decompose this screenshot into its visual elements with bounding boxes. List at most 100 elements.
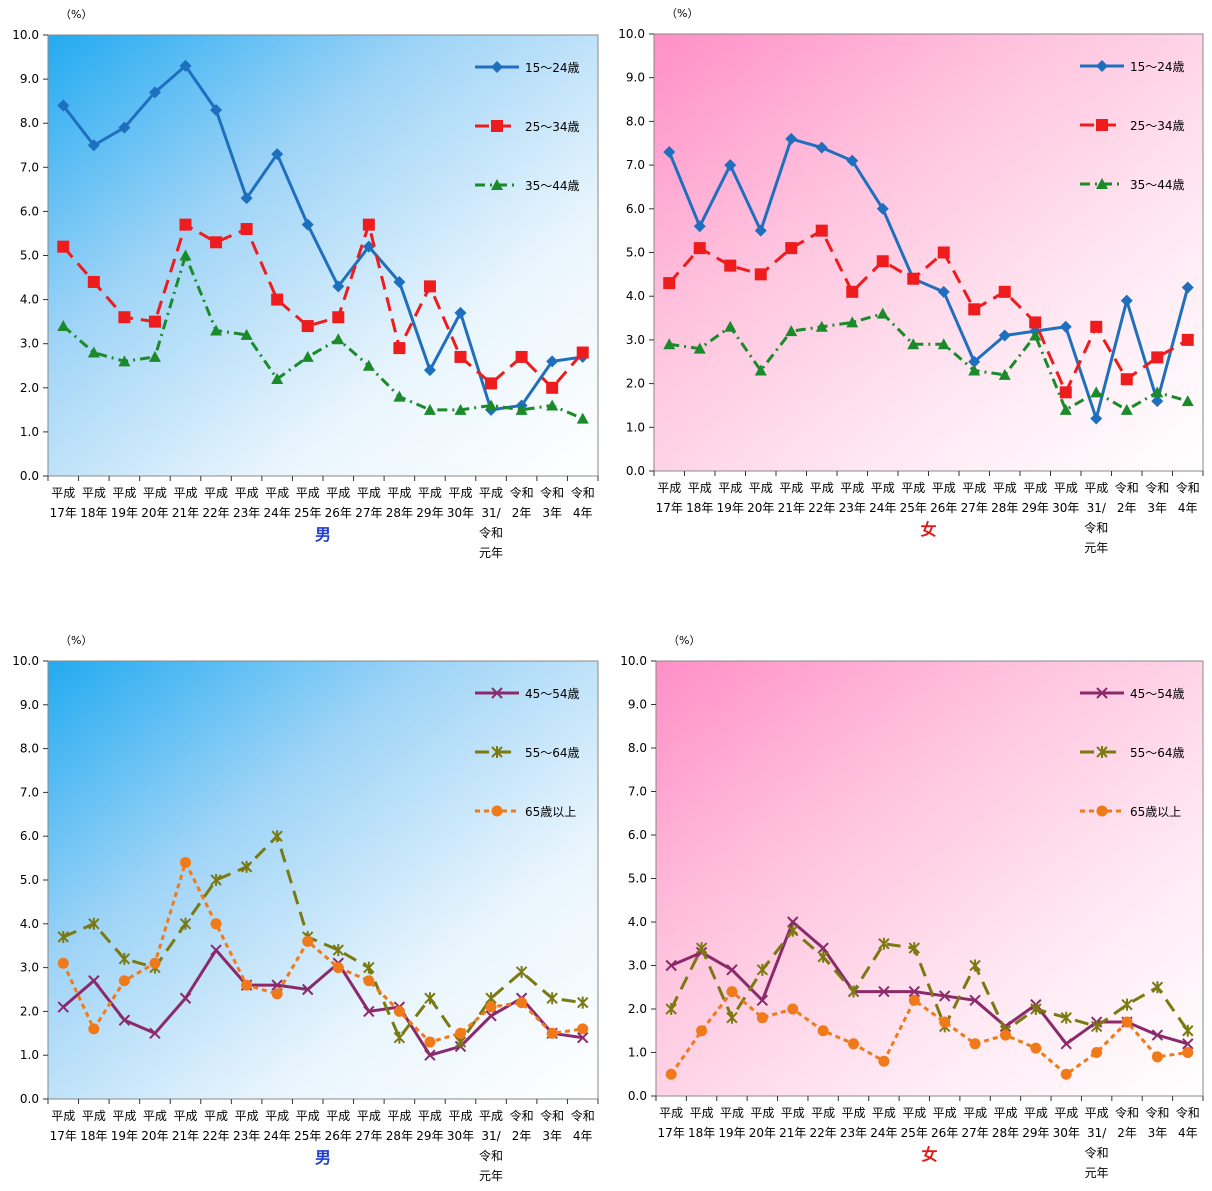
x-tick-label: 4年 bbox=[573, 1129, 593, 1143]
marker-1-1 bbox=[693, 242, 706, 255]
marker-0-2 bbox=[118, 121, 131, 134]
y-tick-label: 9.0 bbox=[20, 698, 39, 712]
marker-2-13 bbox=[454, 403, 467, 415]
x-tick-label: 2年 bbox=[1117, 1126, 1137, 1140]
y-tick-label: 5.0 bbox=[628, 872, 647, 886]
marker-2-legend bbox=[491, 179, 503, 190]
x-tick-label: 19年 bbox=[111, 506, 138, 520]
x-tick-label: 31/ bbox=[481, 506, 501, 520]
y-tick-label: 6.0 bbox=[20, 829, 39, 843]
x-tick-label: 平成 bbox=[993, 1106, 1017, 1120]
legend-entry: 25～34歳 bbox=[1080, 119, 1185, 133]
marker-0-legend bbox=[1096, 60, 1108, 72]
marker-2-5 bbox=[210, 324, 223, 336]
series-line bbox=[62, 948, 583, 1057]
marker-0-16 bbox=[1151, 395, 1164, 408]
y-tick-label: 7.0 bbox=[628, 785, 647, 799]
x-tick-label: 令和 bbox=[1145, 480, 1169, 495]
marker-2-10 bbox=[968, 364, 981, 376]
legend-label: 35～44歳 bbox=[1130, 178, 1185, 192]
legend-entry: 55～64歳 bbox=[1080, 746, 1185, 760]
chart-title: 男 bbox=[315, 1148, 331, 1167]
x-tick-label: 20年 bbox=[749, 1126, 776, 1140]
marker-2-17 bbox=[1181, 395, 1194, 407]
x-tick-label: 22年 bbox=[202, 1129, 229, 1143]
marker-0-4 bbox=[787, 916, 799, 928]
marker-1-17 bbox=[576, 346, 589, 359]
x-tick-label: 27年 bbox=[961, 1126, 988, 1140]
marker-1-8 bbox=[907, 272, 920, 285]
marker-1-15 bbox=[515, 965, 528, 978]
marker-0-legend bbox=[1096, 687, 1108, 699]
marker-1-7 bbox=[271, 293, 284, 306]
marker-0-3 bbox=[754, 224, 767, 237]
y-tick-label: 3.0 bbox=[626, 333, 645, 347]
marker-2-16 bbox=[546, 1027, 558, 1039]
marker-2-9 bbox=[939, 1016, 951, 1028]
marker-2-14 bbox=[1090, 386, 1103, 398]
x-tick-label: 平成 bbox=[418, 1109, 442, 1123]
marker-0-6 bbox=[240, 192, 253, 205]
marker-2-0 bbox=[57, 957, 69, 969]
marker-1-13 bbox=[1060, 1011, 1072, 1024]
marker-0-12 bbox=[424, 1049, 436, 1061]
chart-female-older: 0.0 1.0 2.0 3.0 4.0 5.0 6.0 7.0 8.0 9.0 10.0 （%） 平成 1… bbox=[606, 600, 1212, 1187]
legend-label: 25～34歳 bbox=[1130, 119, 1185, 133]
marker-1-2 bbox=[726, 1011, 738, 1024]
x-tick-label: 平成 bbox=[963, 1106, 987, 1120]
y-tick-label: 10.0 bbox=[618, 27, 645, 41]
x-tick-label: 平成 bbox=[448, 1109, 472, 1123]
marker-2-6 bbox=[240, 328, 253, 340]
x-tick-label: 31/ bbox=[1087, 501, 1107, 515]
chart-svg: 0.0 1.0 2.0 3.0 4.0 5.0 6.0 7.0 8.0 9.0 10.0 （%） 平成 1… bbox=[620, 634, 1204, 1180]
x-tick-label: 29年 bbox=[416, 506, 443, 520]
marker-1-4 bbox=[179, 917, 192, 930]
x-tick-label: 平成 bbox=[479, 486, 503, 500]
marker-2-17 bbox=[576, 412, 589, 424]
marker-2-5 bbox=[210, 918, 222, 930]
marker-1-14 bbox=[1090, 320, 1103, 333]
marker-2-10 bbox=[363, 975, 375, 987]
marker-1-1 bbox=[87, 275, 100, 288]
marker-2-11 bbox=[999, 1029, 1011, 1041]
x-tick-label: 平成 bbox=[718, 481, 742, 495]
marker-0-14 bbox=[1090, 412, 1103, 425]
series-line bbox=[669, 929, 1190, 1033]
marker-1-9 bbox=[332, 311, 345, 324]
marker-1-16 bbox=[546, 992, 558, 1005]
marker-1-12 bbox=[424, 992, 436, 1005]
y-tick-label: 7.0 bbox=[626, 158, 645, 172]
marker-1-15 bbox=[1121, 998, 1133, 1011]
chart-title: 女 bbox=[920, 520, 936, 539]
x-tick-label: 平成 bbox=[1054, 481, 1078, 495]
marker-1-8 bbox=[908, 942, 921, 955]
y-tick-label: 4.0 bbox=[628, 915, 647, 929]
x-tick-label: 18年 bbox=[80, 1129, 107, 1143]
x-tick-label: 令和 bbox=[571, 1108, 595, 1123]
x-tick-label: 29年 bbox=[1022, 501, 1049, 515]
x-tick-label: 平成 bbox=[82, 1109, 106, 1123]
y-tick-label: 8.0 bbox=[628, 741, 647, 755]
x-tick-label: 17年 bbox=[656, 501, 683, 515]
marker-1-12 bbox=[1029, 316, 1042, 329]
x-tick-label: 平成 bbox=[781, 1106, 805, 1120]
x-tick-label: 27年 bbox=[355, 506, 382, 520]
marker-0-5 bbox=[210, 944, 222, 956]
x-tick-label: 平成 bbox=[357, 1109, 381, 1123]
x-tick-label: 平成 bbox=[779, 481, 803, 495]
marker-1-2 bbox=[118, 952, 131, 965]
x-tick-label: 平成 bbox=[1054, 1106, 1078, 1120]
marker-1-6 bbox=[846, 285, 859, 298]
series-0 bbox=[663, 132, 1194, 425]
y-tick-label: 1.0 bbox=[628, 1046, 647, 1060]
y-tick-label: 9.0 bbox=[626, 71, 645, 85]
x-tick-label: 元年 bbox=[479, 1169, 503, 1183]
x-tick-label: 令和 bbox=[1084, 520, 1108, 535]
x-tick-label: 18年 bbox=[686, 501, 713, 515]
marker-0-13 bbox=[1060, 1038, 1072, 1050]
x-tick-label: 19年 bbox=[718, 1126, 745, 1140]
marker-1-5 bbox=[817, 950, 829, 963]
x-tick-label: 22年 bbox=[808, 501, 835, 515]
y-tick-label: 0.0 bbox=[628, 1089, 647, 1103]
marker-2-11 bbox=[393, 390, 406, 402]
